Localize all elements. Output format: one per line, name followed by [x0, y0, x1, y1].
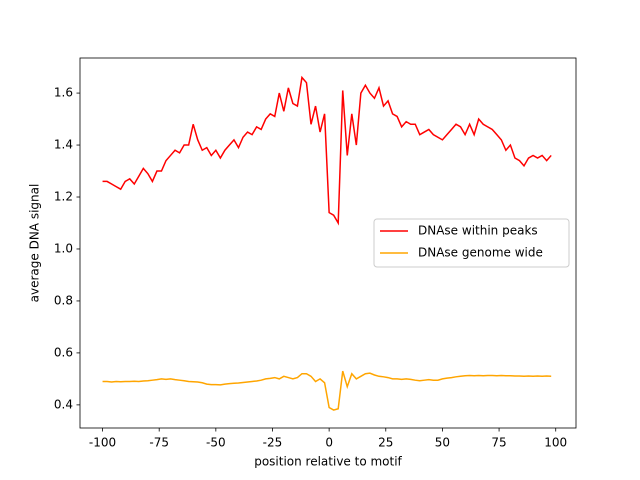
- x-tick-label: 25: [378, 436, 393, 450]
- legend-label: DNAse within peaks: [418, 224, 538, 238]
- x-tick-label: 0: [325, 436, 333, 450]
- legend-label: DNAse genome wide: [418, 246, 543, 260]
- x-tick-label: -100: [89, 436, 116, 450]
- data-line: [102, 370, 552, 411]
- y-tick-label: 0.4: [54, 397, 73, 411]
- y-tick-label: 0.6: [54, 345, 73, 359]
- x-tick-label: -50: [206, 436, 226, 450]
- x-axis-label: position relative to motif: [254, 455, 402, 469]
- data-line: [102, 75, 552, 226]
- x-tick-label: 100: [544, 436, 567, 450]
- y-tick-label: 1.6: [54, 86, 73, 100]
- x-tick-label: 50: [435, 436, 450, 450]
- y-tick-label: 1.4: [54, 138, 73, 152]
- x-tick-label: -25: [263, 436, 283, 450]
- y-tick-label: 1.2: [54, 190, 73, 204]
- y-tick-label: 0.8: [54, 293, 73, 307]
- legend-box: [373, 218, 570, 268]
- y-axis-label: average DNA signal: [28, 184, 42, 303]
- x-tick-label: 75: [491, 436, 506, 450]
- y-tick-label: 1.0: [54, 241, 73, 255]
- plot-frame: [79, 57, 577, 429]
- x-tick-label: -75: [149, 436, 169, 450]
